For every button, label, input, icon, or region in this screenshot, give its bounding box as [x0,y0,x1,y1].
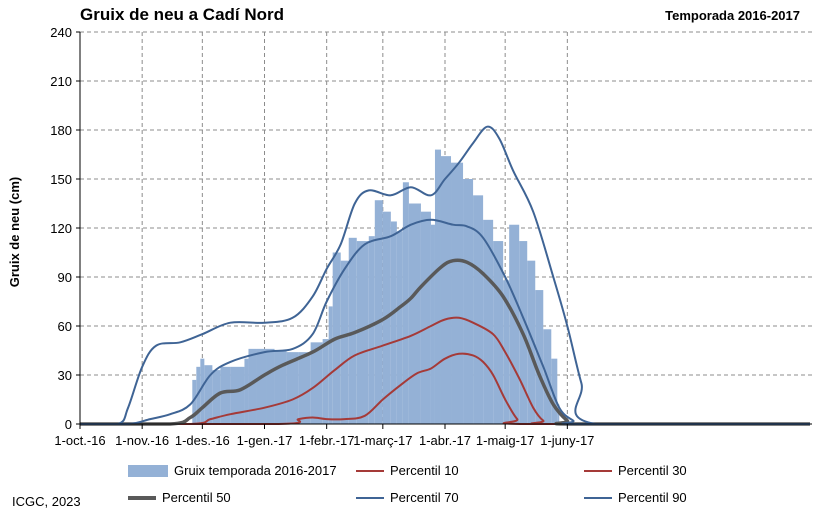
x-tick-label: 1-maig-17 [476,433,535,448]
percentile-lines [80,125,810,426]
legend-label: Percentil 70 [390,490,459,505]
x-tick-label: 1-abr.-17 [419,433,471,448]
bar [322,339,329,424]
bar [396,231,403,424]
legend-item-p70: Percentil 70 [356,490,459,505]
chart-title: Gruix de neu a Cadí Nord [80,5,285,24]
x-tick-label: 1-març-17 [353,433,412,448]
legend-item-p50: Percentil 50 [128,490,231,505]
bar [527,260,536,424]
bar [286,352,299,424]
bar [200,358,205,424]
bar [440,156,452,424]
bar [266,348,275,424]
axes: 0 30 60 90 120 150 180 210 240 1-oct.-16 1-nov.-16… [50,25,812,448]
x-tick-label: 1-gen.-17 [237,433,293,448]
series-line-p70 [80,218,810,425]
legend-item-bars: Gruix temporada 2016-2017 [128,463,337,478]
x-tick-label: 1-nov.-16 [115,433,169,448]
bar [408,203,421,424]
bar [551,358,558,424]
y-tick-label: 90 [58,270,72,285]
y-tick-label: 210 [50,74,72,89]
y-tick-label: 150 [50,172,72,187]
legend-item-p30: Percentil 30 [584,463,687,478]
y-tick-label: 240 [50,25,72,40]
bar [390,221,397,424]
bar [298,352,311,424]
legend-swatch-p90 [584,496,612,499]
y-tick-label: 180 [50,123,72,138]
legend-label: Percentil 90 [618,490,687,505]
x-tick-label: 1-juny-17 [540,433,594,448]
bar [557,404,560,424]
bar [374,200,383,424]
y-tick-label: 30 [58,368,72,383]
bar [473,195,484,424]
legend-label: Percentil 10 [390,463,459,478]
legend-item-p90: Percentil 90 [584,490,687,505]
bar [368,236,375,424]
bar [192,379,197,424]
bar [328,306,333,424]
y-tick-label: 0 [65,417,72,432]
series-line-p50 [80,258,810,426]
bar [230,366,245,424]
bar [420,211,431,424]
x-tick-label: 1-des.-16 [175,433,230,448]
bar [463,179,474,424]
bar [310,342,323,424]
legend-swatch-p50 [128,495,156,500]
bar [220,366,231,424]
bar [248,348,257,424]
bar [356,241,369,424]
legend-item-p10: Percentil 10 [356,463,459,478]
bar [196,366,201,424]
bar [256,348,267,424]
grid-lines [80,31,812,424]
bar [451,162,464,424]
bar [509,224,520,424]
bar [204,365,213,424]
y-axis-label: Gruix de neu (cm) [7,177,22,288]
legend-swatch-p10 [356,469,384,472]
legend-swatch-bars [128,464,168,477]
legend-label: Percentil 30 [618,463,687,478]
legend-swatch-p70 [356,496,384,499]
bar [493,241,504,424]
credit-text: ICGC, 2023 [12,494,81,509]
season-label: Temporada 2016-2017 [665,8,800,23]
x-tick-label: 1-oct.-16 [54,433,105,448]
bar [340,260,349,424]
legend-label: Gruix temporada 2016-2017 [174,463,337,478]
bar [483,219,494,424]
bar [434,149,441,424]
legend-swatch-p30 [584,469,612,472]
series-line-p10 [80,352,810,426]
bar [274,350,287,424]
series-line-p30 [80,316,810,426]
legend-label: Percentil 50 [162,490,231,505]
y-tick-label: 60 [58,319,72,334]
series-line-p90 [80,125,810,426]
x-tick-label: 1-febr.-17 [299,433,355,448]
bar [348,237,357,424]
bar [244,358,249,424]
y-tick-label: 120 [50,221,72,236]
